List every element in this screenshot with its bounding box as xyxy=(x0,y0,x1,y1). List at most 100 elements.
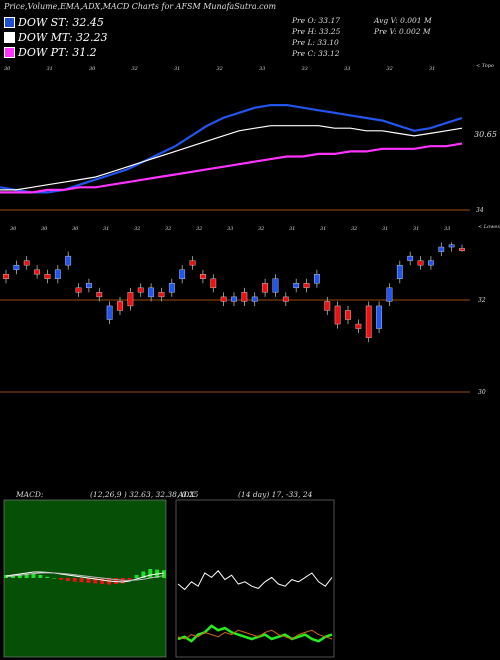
panel1-price-label-1: 30.65 xyxy=(474,130,497,139)
candle-body-1 xyxy=(3,274,9,279)
candle-body-44 xyxy=(448,244,455,248)
candle-body-12 xyxy=(117,301,123,311)
panel2-date-label-5: 32 xyxy=(134,226,140,232)
candle-body-10 xyxy=(96,292,103,298)
panel1-corner-label: < Topo xyxy=(476,63,494,69)
panel2-date-label-3: 30 xyxy=(72,226,79,232)
stat-low: Pre L: 33.10 xyxy=(292,38,339,47)
legend-swatch-st xyxy=(4,16,15,28)
macd-hist-bar-24 xyxy=(162,570,166,578)
macd-line-1 xyxy=(5,571,165,583)
candle-body-5 xyxy=(44,274,51,279)
macd-hist-bar-5 xyxy=(31,573,36,578)
panel2-date-label-7: 32 xyxy=(196,226,202,232)
panel2-date-label-2: 30 xyxy=(41,226,48,232)
panel1-date-label-2: 31 xyxy=(47,66,53,72)
panel1-date-label-1: 30 xyxy=(4,66,11,72)
chart-title: Price,Volume,EMA,ADX,MACD Charts for AFS… xyxy=(4,2,277,11)
macd-hist-bar-6 xyxy=(38,575,43,578)
adx-params: (14 day) 17, -33, 24 xyxy=(238,490,313,499)
panel2-date-label-13: 31 xyxy=(382,226,388,232)
stat-close: Pre C: 33.12 xyxy=(292,49,340,58)
macd-hist-bar-8 xyxy=(52,578,57,579)
candle-body-9 xyxy=(86,283,92,289)
stat-open: Pre O: 33.17 xyxy=(292,16,340,25)
candle-body-39 xyxy=(396,264,403,279)
candle-body-33 xyxy=(334,305,341,325)
candle-body-11 xyxy=(106,305,113,320)
candle-body-31 xyxy=(314,274,320,284)
panel2-date-label-11: 31 xyxy=(320,226,326,232)
candle-body-42 xyxy=(428,260,434,266)
candle-body-30 xyxy=(303,283,310,289)
candle-body-23 xyxy=(231,296,237,302)
candle-body-29 xyxy=(293,283,300,289)
panel2-date-label-6: 32 xyxy=(165,226,171,232)
panel2-date-label-9: 32 xyxy=(258,226,264,232)
macd-line-2 xyxy=(5,572,165,581)
panel2-date-label-4: 31 xyxy=(103,226,109,232)
candle-body-19 xyxy=(189,260,196,266)
candle-body-28 xyxy=(282,296,289,302)
panel1-date-label-10: 32 xyxy=(387,66,393,72)
panel1-date-label-8: 33 xyxy=(302,66,308,72)
legend-dow-st: DOW ST: 32.45 xyxy=(4,15,104,29)
candle-body-15 xyxy=(148,287,154,298)
candle-body-37 xyxy=(376,305,382,329)
candle-body-41 xyxy=(417,260,424,266)
legend-swatch-pt xyxy=(4,46,15,58)
macd-hist-bar-7 xyxy=(45,576,50,578)
panel2-date-label-1: 30 xyxy=(10,226,17,232)
candle-body-34 xyxy=(345,310,351,320)
panel1-date-label-4: 32 xyxy=(132,66,138,72)
candle-body-36 xyxy=(365,305,372,338)
panel1-date-label-5: 31 xyxy=(174,66,180,72)
macd-hist-bar-13 xyxy=(86,578,91,583)
candle-body-27 xyxy=(272,278,279,293)
panel2-date-label-8: 33 xyxy=(227,226,233,232)
candle-body-7 xyxy=(65,255,72,266)
panel2-date-label-14: 31 xyxy=(413,226,419,232)
macd-hist-bar-14 xyxy=(93,578,98,584)
panel1-price-label-2: 34 xyxy=(476,207,484,214)
panel2-price-label-2: 30 xyxy=(478,389,486,396)
macd-hist-bar-21 xyxy=(141,571,146,578)
macd-hist-bar-10 xyxy=(65,578,70,581)
macd-hist-bar-22 xyxy=(148,569,153,578)
ema-line-1 xyxy=(0,103,463,194)
legend-label-mt: DOW MT: 32.23 xyxy=(18,30,108,44)
macd-hist-bar-19 xyxy=(127,578,132,580)
candle-body-38 xyxy=(386,287,393,302)
panel2-price-label-1: 32 xyxy=(478,297,486,304)
panel1-date-label-3: 30 xyxy=(89,66,96,72)
panel2-corner-label: < Lowes xyxy=(478,224,500,230)
candle-body-24 xyxy=(241,292,248,302)
candle-body-25 xyxy=(251,296,258,302)
macd-hist-bar-9 xyxy=(58,578,63,580)
candle-body-2 xyxy=(13,264,20,270)
panel1-date-label-9: 33 xyxy=(344,66,350,72)
stat-pre-volume: Pre V: 0.002 M xyxy=(374,27,431,36)
candle-body-3 xyxy=(23,260,30,266)
candle-body-16 xyxy=(158,292,165,298)
candle-body-4 xyxy=(34,269,40,275)
legend-swatch-mt xyxy=(4,31,15,43)
macd-hist-bar-12 xyxy=(79,578,84,583)
candle-body-40 xyxy=(407,255,414,261)
ema-line-3 xyxy=(0,142,463,194)
panel2-date-label-12: 32 xyxy=(351,226,357,232)
candle-body-14 xyxy=(137,287,144,293)
panel1-date-label-7: 33 xyxy=(259,66,265,72)
panel1-date-label-11: 31 xyxy=(429,66,435,72)
candle-body-43 xyxy=(438,246,445,252)
panel1-date-label-6: 32 xyxy=(217,66,223,72)
candle-body-6 xyxy=(54,269,61,279)
legend-dow-mt: DOW MT: 32.23 xyxy=(4,30,108,44)
legend-dow-pt: DOW PT: 31.2 xyxy=(4,45,97,59)
candle-body-17 xyxy=(168,283,175,293)
macd-hist-bar-17 xyxy=(113,578,118,584)
stat-avg-volume: Avg V: 0.001 M xyxy=(374,16,432,25)
candle-body-8 xyxy=(75,287,82,293)
candle-body-45 xyxy=(459,248,465,251)
macd-hist-bar-20 xyxy=(134,575,139,578)
